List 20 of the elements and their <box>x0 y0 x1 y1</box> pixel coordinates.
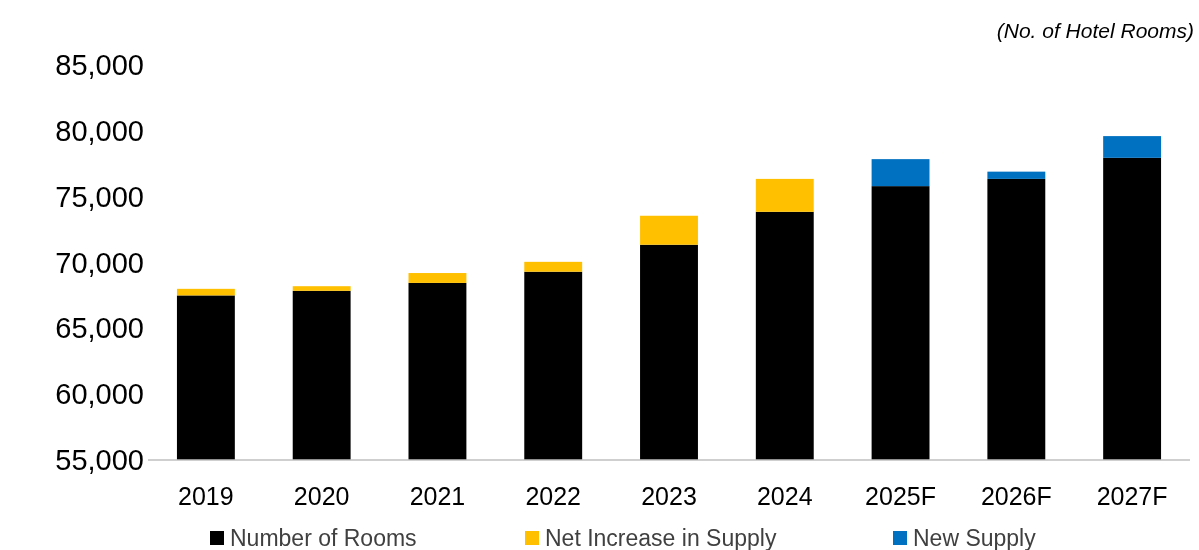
legend-label: Number of Rooms <box>230 525 417 550</box>
x-tick-label: 2020 <box>293 482 350 510</box>
x-tick-label: 2022 <box>525 482 582 510</box>
y-tick-label: 55,000 <box>55 444 144 476</box>
x-tick-label: 2025F <box>865 482 936 510</box>
text: (No. of Hotel Rooms) <box>996 18 1194 42</box>
legend-label: New Supply <box>913 525 1037 550</box>
x-tick-label: 2021 <box>409 482 466 510</box>
y-tick-label: 70,000 <box>55 246 144 279</box>
y-tick-label: 65,000 <box>55 312 144 345</box>
y-tick-label: 60,000 <box>55 378 144 411</box>
y-tick-label: 80,000 <box>55 114 144 147</box>
y-tick-label: 85,000 <box>55 49 144 81</box>
x-tick-label: 2026F <box>980 482 1052 510</box>
x-tick-label: 2024 <box>756 482 813 510</box>
legend-label: Net Increase in Supply <box>545 525 777 550</box>
x-tick-label: 2019 <box>178 482 234 510</box>
x-tick-label: 2023 <box>641 482 697 510</box>
y-tick-label: 75,000 <box>55 180 144 213</box>
x-tick-label: 2027F <box>1096 482 1168 510</box>
